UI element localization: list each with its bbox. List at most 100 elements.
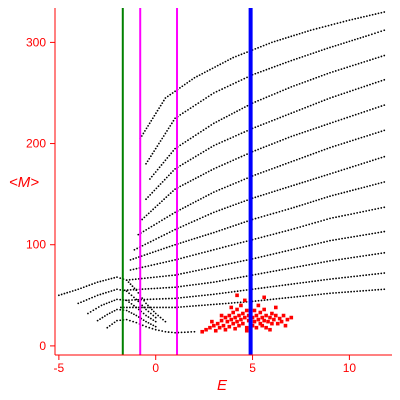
data-point	[354, 17, 357, 20]
data-point	[157, 249, 160, 252]
data-point	[273, 118, 276, 121]
data-point	[301, 107, 304, 110]
data-point	[229, 84, 232, 87]
data-point	[281, 284, 284, 287]
data-point	[245, 259, 248, 262]
data-point	[179, 87, 181, 89]
data-point	[137, 291, 140, 294]
data-point	[311, 263, 314, 266]
data-point	[326, 278, 328, 281]
data-point	[215, 248, 218, 250]
data-point	[277, 316, 282, 321]
data-point	[269, 253, 272, 256]
data-point	[329, 97, 331, 99]
data-point	[273, 65, 276, 68]
data-point	[181, 112, 184, 115]
data-point	[227, 324, 232, 329]
data-point	[327, 24, 330, 27]
data-point	[281, 230, 284, 233]
data-point	[350, 256, 353, 259]
data-point	[360, 111, 363, 114]
data-point	[237, 54, 240, 57]
data-point	[306, 202, 309, 205]
data-point	[137, 233, 140, 236]
data-point	[240, 79, 243, 81]
data-point	[149, 312, 152, 315]
data-point	[212, 211, 215, 214]
data-point	[126, 289, 129, 291]
data-point	[197, 132, 200, 135]
data-point	[167, 174, 170, 177]
data-point	[92, 309, 95, 312]
data-point	[221, 164, 224, 167]
data-point	[306, 105, 309, 108]
data-point	[240, 155, 243, 158]
data-point	[163, 234, 166, 236]
data-point	[243, 221, 246, 224]
data-point	[287, 186, 290, 188]
data-point	[260, 323, 265, 328]
data-point	[215, 166, 218, 169]
data-point	[354, 88, 357, 91]
data-point	[245, 275, 248, 278]
data-point	[203, 282, 206, 285]
data-point	[168, 297, 170, 300]
data-point	[218, 188, 221, 191]
data-point	[323, 279, 325, 281]
data-point	[235, 134, 237, 137]
data-point	[306, 54, 309, 56]
data-point	[163, 198, 166, 201]
data-point	[205, 172, 207, 174]
data-point	[147, 321, 150, 324]
data-point	[174, 274, 176, 276]
data-point	[135, 306, 138, 309]
data-point	[163, 247, 165, 250]
data-point	[165, 176, 168, 179]
data-point	[377, 131, 380, 134]
data-point	[346, 66, 349, 69]
data-point	[119, 306, 122, 309]
data-point	[296, 282, 299, 285]
data-point	[221, 228, 224, 231]
data-point	[383, 181, 386, 183]
data-point	[301, 156, 304, 159]
data-point	[165, 261, 168, 263]
data-point	[353, 256, 356, 259]
data-point	[334, 44, 337, 47]
data-point	[367, 34, 370, 37]
data-point	[111, 311, 114, 313]
data-point	[332, 277, 334, 280]
data-point	[335, 238, 337, 241]
data-point	[360, 163, 363, 165]
data-point	[383, 206, 386, 209]
data-point	[347, 213, 349, 216]
data-point	[236, 276, 239, 279]
data-point	[323, 124, 326, 127]
data-point	[99, 293, 102, 296]
data-point	[232, 136, 235, 138]
data-point	[301, 181, 304, 184]
data-point	[287, 229, 290, 232]
data-point	[374, 273, 377, 275]
data-point	[224, 60, 227, 63]
data-point	[308, 263, 311, 266]
data-point	[348, 40, 351, 43]
data-point	[344, 276, 346, 279]
data-point	[320, 241, 322, 244]
data-point	[242, 259, 245, 262]
data-point	[279, 188, 282, 191]
data-point	[257, 148, 259, 151]
data-point	[231, 310, 235, 315]
data-point	[266, 214, 269, 217]
data-point	[212, 92, 215, 94]
data-point	[349, 166, 351, 169]
data-point	[263, 272, 266, 274]
data-point	[263, 299, 266, 302]
data-point	[304, 155, 307, 158]
axes	[54, 8, 392, 356]
data-point	[134, 278, 137, 281]
data-point	[159, 275, 161, 278]
data-point	[227, 291, 230, 294]
data-point	[143, 299, 145, 302]
data-point	[332, 292, 334, 294]
